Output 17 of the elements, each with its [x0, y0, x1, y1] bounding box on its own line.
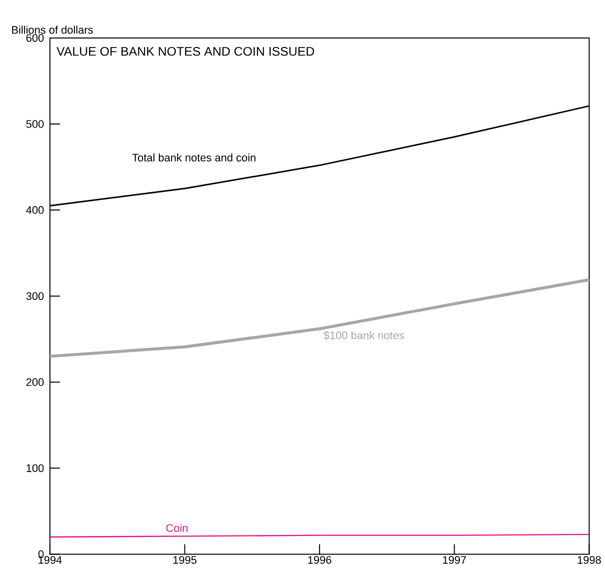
x-tick-label: 1996: [308, 556, 332, 564]
series-label: Coin: [166, 524, 188, 532]
y-tick-label: 0: [38, 550, 44, 558]
y-tick-label: 600: [26, 34, 44, 42]
x-tick-label: 1997: [443, 556, 466, 564]
y-tick-label: 200: [26, 378, 44, 386]
x-tick-label: 1998: [578, 556, 601, 564]
text: VALUE OF BANK NOTES AND COIN ISSUED: [56, 46, 314, 56]
y-axis-title: Billions of dollars: [12, 26, 93, 34]
series-label: Total bank notes and coin: [132, 153, 256, 162]
x-tick-label: 1995: [173, 556, 196, 564]
series-label: $100 bank notes: [324, 330, 404, 340]
y-tick-label: 300: [26, 292, 44, 300]
x-tick-label: 1994: [38, 556, 62, 564]
y-tick-label: 100: [26, 464, 44, 472]
y-tick-label: 400: [26, 206, 44, 214]
y-tick-label: 500: [26, 120, 44, 128]
